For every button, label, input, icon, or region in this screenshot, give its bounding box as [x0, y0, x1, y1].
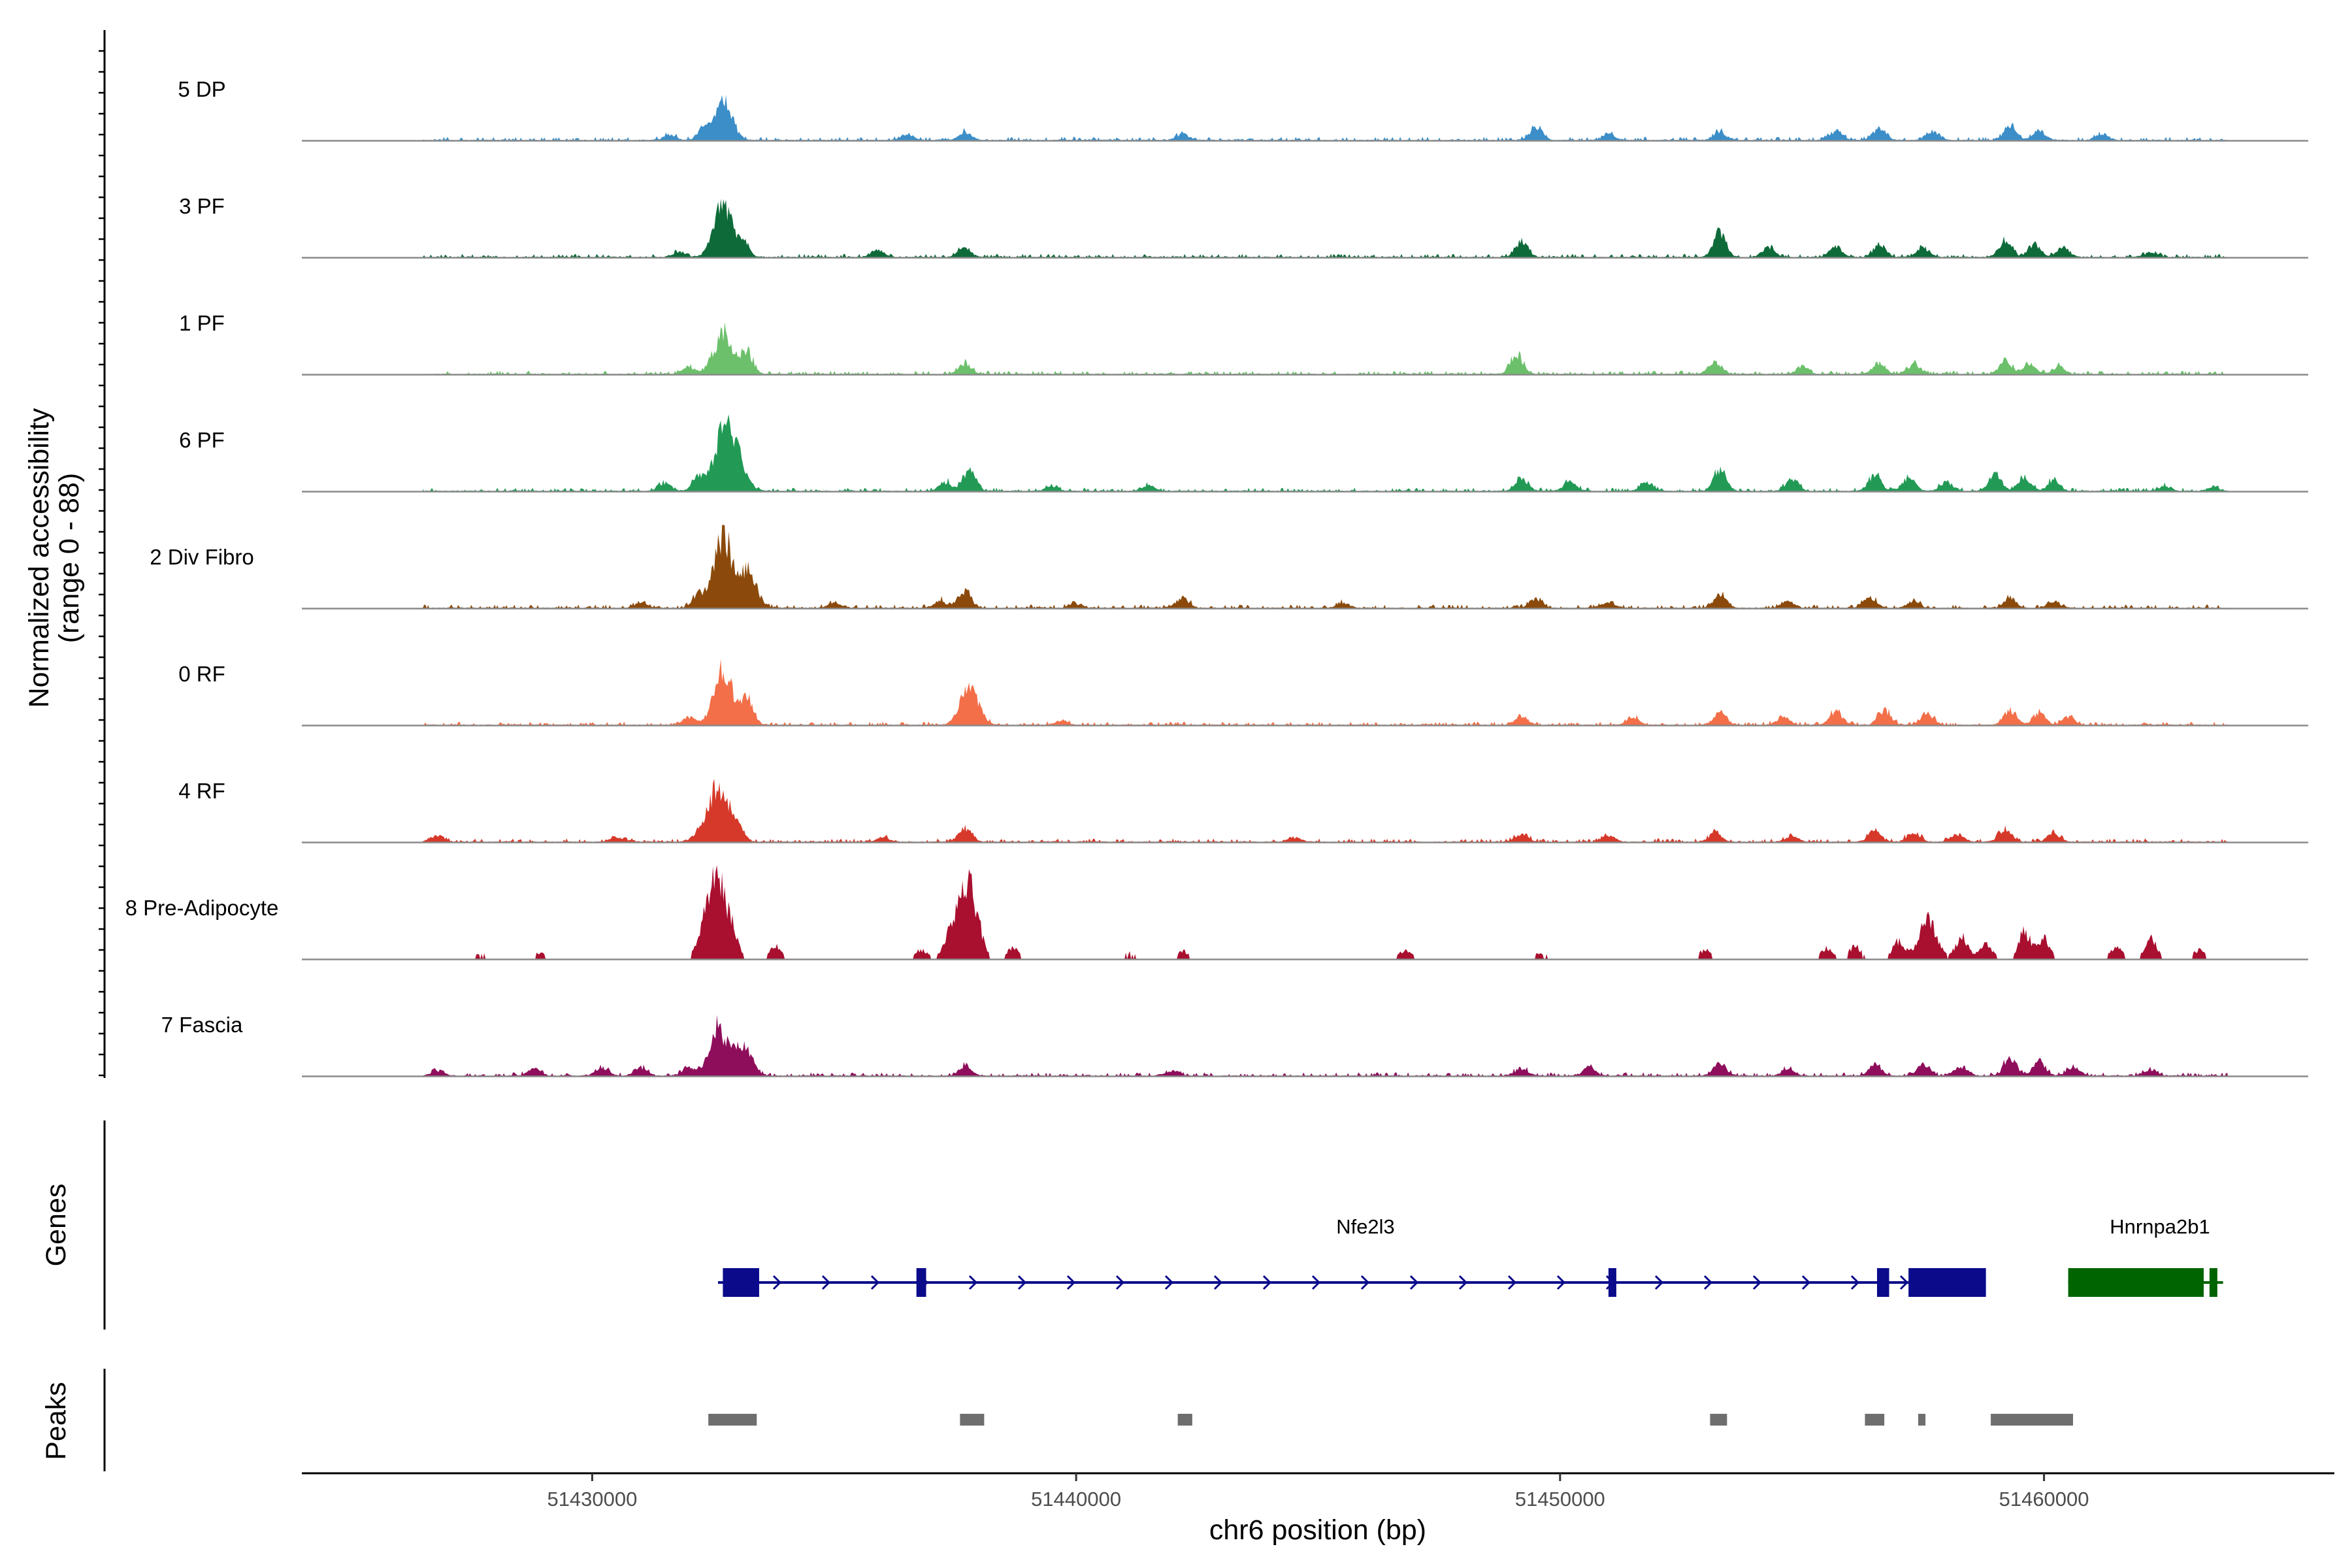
- coverage-area-8-pre-adipocyte: [423, 865, 2229, 959]
- strand-chevron: [1458, 1275, 1468, 1290]
- track-8-pre-adipocyte: [302, 865, 2308, 960]
- peak-region: [708, 1414, 757, 1426]
- x-axis-title: chr6 position (bp): [1209, 1514, 1426, 1546]
- strand-chevron: [1311, 1275, 1321, 1290]
- x-tick-label-51430000: 51430000: [547, 1488, 637, 1511]
- track-4-rf: [302, 779, 2308, 843]
- strand-chevron: [1899, 1275, 1909, 1290]
- peaks-axis-label: Peaks: [41, 1382, 72, 1460]
- strand-chevron: [1115, 1275, 1125, 1290]
- strand-chevron: [1262, 1275, 1272, 1290]
- x-tick-label-51450000: 51450000: [1515, 1488, 1605, 1511]
- track-label-5-dp: 5 DP: [178, 77, 225, 101]
- exon-nfe2l3: [1877, 1268, 1889, 1297]
- strand-chevron: [821, 1275, 831, 1290]
- track-label-0-rf: 0 RF: [178, 662, 225, 686]
- exon-nfe2l3: [1608, 1268, 1616, 1297]
- exon-hnrnpa2b1: [2209, 1268, 2217, 1297]
- peak-region: [1177, 1414, 1192, 1426]
- peak-region: [1710, 1414, 1727, 1426]
- strand-chevron: [1507, 1275, 1517, 1290]
- peak-region: [1918, 1414, 1926, 1426]
- coverage-y-ticks: [99, 50, 105, 1077]
- exon-nfe2l3: [723, 1268, 759, 1297]
- strand-chevron: [1703, 1275, 1713, 1290]
- peak-region: [960, 1414, 985, 1426]
- x-tick-label-51440000: 51440000: [1031, 1488, 1121, 1511]
- strand-chevron: [1556, 1275, 1566, 1290]
- strand-chevron: [1752, 1275, 1762, 1290]
- gene-label-nfe2l3: Nfe2l3: [1336, 1215, 1395, 1238]
- track-0-rf: [302, 659, 2308, 727]
- genes-axis-label: Genes: [41, 1184, 72, 1267]
- track-5-dp: [302, 95, 2308, 142]
- gene-model-hnrnpa2b1: [2068, 1268, 2223, 1297]
- strand-chevron: [870, 1275, 880, 1290]
- track-label-3-pf: 3 PF: [179, 194, 225, 218]
- y-axis-range-label: (range 0 - 88): [54, 473, 85, 644]
- x-axis-ticks: 51430000 51440000 51450000 51460000: [547, 1473, 2089, 1511]
- coverage-area-4-rf: [423, 779, 2229, 842]
- track-label-8-pre-adipocyte: 8 Pre-Adipocyte: [125, 896, 279, 920]
- peak-region: [1865, 1414, 1885, 1426]
- strand-chevron: [1360, 1275, 1370, 1290]
- strand-chevron: [1017, 1275, 1027, 1290]
- strand-chevron: [1164, 1275, 1174, 1290]
- track-label-1-pf: 1 PF: [179, 311, 225, 335]
- x-tick-label-51460000: 51460000: [1999, 1488, 2089, 1511]
- track-label-7-fascia: 7 Fascia: [161, 1013, 243, 1037]
- coverage-tracks: [302, 95, 2308, 1077]
- track-2-div-fibro: [302, 525, 2308, 610]
- track-labels: 5 DP 3 PF 1 PF 6 PF 2 Div Fibro 0 RF 4 R…: [125, 77, 279, 1037]
- track-1-pf: [302, 321, 2308, 376]
- gene-models: Nfe2l3 Hnrnpa2b1: [718, 1215, 2223, 1297]
- peak-region: [1991, 1414, 2074, 1426]
- peak-regions: [708, 1414, 2074, 1426]
- strand-chevron: [1850, 1275, 1860, 1290]
- track-label-2-div-fibro: 2 Div Fibro: [150, 545, 254, 569]
- track-3-pf: [302, 199, 2308, 259]
- track-label-4-rf: 4 RF: [178, 779, 225, 803]
- strand-chevron: [968, 1275, 978, 1290]
- y-axis-title: Normalized accessibility (range 0 - 88): [24, 408, 85, 708]
- gene-label-hnrnpa2b1: Hnrnpa2b1: [2110, 1215, 2210, 1238]
- strand-chevron: [1409, 1275, 1419, 1290]
- strand-chevron: [1066, 1275, 1076, 1290]
- track-6-pf: [302, 414, 2308, 493]
- exon-hnrnpa2b1: [2068, 1268, 2204, 1297]
- track-7-fascia: [302, 1015, 2308, 1077]
- exon-nfe2l3: [916, 1268, 926, 1297]
- strand-chevron: [1213, 1275, 1223, 1290]
- y-axis-label: Normalized accessibility: [24, 408, 55, 708]
- strand-chevron: [1654, 1275, 1664, 1290]
- strand-chevron: [1801, 1275, 1811, 1290]
- strand-chevron: [772, 1275, 782, 1290]
- exon-nfe2l3: [1908, 1268, 1986, 1297]
- gene-model-nfe2l3: [718, 1268, 1986, 1297]
- coverage-area-7-fascia: [423, 1015, 2229, 1076]
- track-label-6-pf: 6 PF: [179, 428, 225, 452]
